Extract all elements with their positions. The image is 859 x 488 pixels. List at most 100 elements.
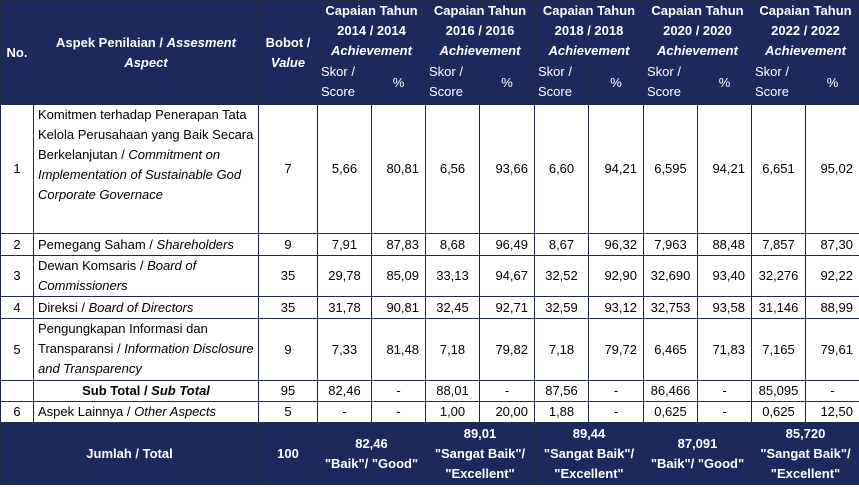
row-aspect: Dewan Komsaris / Board of Commissioners xyxy=(33,255,259,297)
pct-cell: 96,49 xyxy=(479,233,535,256)
row-aspect: Pengungkapan Informasi dan Transparansi … xyxy=(33,318,259,381)
aspect-id: Pemegang Saham / xyxy=(38,236,157,252)
row-aspect: Direksi / Board of Directors xyxy=(33,296,259,319)
subtotal-weight: 95 xyxy=(258,380,318,402)
pct-cell: - xyxy=(479,380,535,402)
table-row: 4 Direksi / Board of Directors 35 31,78 … xyxy=(0,296,859,319)
pct-cell: - xyxy=(805,380,859,402)
aspect-en: Information Disclosure and Transparency xyxy=(38,341,254,376)
score-cell: 32,45 xyxy=(425,296,480,319)
pct-cell: 79,72 xyxy=(588,318,644,381)
aspect-en: Other Aspects xyxy=(134,404,217,419)
pct-cell: 79,82 xyxy=(479,318,535,381)
header-weight: Bobot / Value xyxy=(258,0,318,105)
score-header: Skor / Score xyxy=(317,61,372,105)
header-year-2022: Capaian Tahun 2022 / 2022 Achievement xyxy=(751,0,859,62)
table-row: 6 Aspek Lainnya / Other Aspects 5 - - 1,… xyxy=(0,401,859,423)
pct-cell: 94,67 xyxy=(479,255,535,297)
score-cell: 88,01 xyxy=(425,380,480,402)
score-cell: 82,46 xyxy=(317,380,372,402)
header-aspect-id: Aspek Penilaian / xyxy=(56,34,167,50)
total-grade: "Sangat Baik"/ "Excellent" xyxy=(543,445,635,481)
row-no: 5 xyxy=(0,318,34,381)
score-cell: 86,466 xyxy=(643,380,698,402)
total-row: Jumlah / Total 100 82,46 "Baik"/ "Good" 8… xyxy=(0,422,859,485)
subtotal-row: Sub Total / Sub Total 95 82,46 - 88,01 -… xyxy=(0,380,859,402)
total-2016: 89,01 "Sangat Baik"/ "Excellent" xyxy=(425,422,535,485)
row-weight: 5 xyxy=(258,401,318,423)
score-cell: 29,78 xyxy=(317,255,372,297)
pct-cell: 71,83 xyxy=(697,318,752,381)
score-cell: - xyxy=(317,401,372,423)
pct-cell: - xyxy=(371,401,426,423)
total-value: 82,46 xyxy=(355,435,388,451)
pct-cell: 92,90 xyxy=(588,255,644,297)
score-cell: 6,60 xyxy=(534,104,589,234)
total-2020: 87,091 "Baik"/ "Good" xyxy=(643,422,752,485)
pct-cell: - xyxy=(588,401,644,423)
aspect-en: Shareholders xyxy=(156,236,234,252)
total-2022: 85,720 "Sangat Baik"/ "Excellent" xyxy=(751,422,859,485)
total-value: 87,091 xyxy=(677,435,718,451)
total-grade: "Baik"/ "Good" xyxy=(650,455,745,471)
pct-cell: 90,81 xyxy=(371,296,426,319)
score-cell: 7,33 xyxy=(317,318,372,381)
score-cell: 0,625 xyxy=(751,401,806,423)
pct-cell: - xyxy=(697,380,752,402)
pct-cell: - xyxy=(697,401,752,423)
aspect-id: Pengungkapan Informasi dan Transparansi … xyxy=(38,321,208,356)
header-year-2016: Capaian Tahun 2016 / 2016 Achievement xyxy=(425,0,535,62)
row-weight: 7 xyxy=(258,104,318,234)
score-cell: 32,690 xyxy=(643,255,698,297)
subtotal-label: Sub Total / Sub Total xyxy=(33,380,259,402)
pct-cell: 92,71 xyxy=(479,296,535,319)
pct-cell: 95,02 xyxy=(805,104,859,234)
aspect-id: Dewan Komsaris / xyxy=(38,258,148,273)
score-cell: 32,59 xyxy=(534,296,589,319)
row-aspect: Aspek Lainnya / Other Aspects xyxy=(33,401,259,423)
table-row: 1 Komitmen terhadap Penerapan Tata Kelol… xyxy=(0,104,859,234)
subtotal-label-en: Sub Total xyxy=(151,383,210,398)
pct-cell: 93,66 xyxy=(479,104,535,234)
pct-cell: 85,09 xyxy=(371,255,426,297)
aspect-en: Board of Commissioners xyxy=(38,258,197,293)
header-aspect-en: Assesment Aspect xyxy=(124,34,236,70)
score-cell: 32,52 xyxy=(534,255,589,297)
aspect-en: Board of Directors xyxy=(88,299,194,315)
score-cell: 1,88 xyxy=(534,401,589,423)
table-row: 3 Dewan Komsaris / Board of Commissioner… xyxy=(0,255,859,297)
row-weight: 35 xyxy=(258,296,318,319)
total-2018: 89,44 "Sangat Baik"/ "Excellent" xyxy=(534,422,644,485)
aspect-en: Commitment on Implementation of Sustaina… xyxy=(38,147,242,202)
score-cell: 33,13 xyxy=(425,255,480,297)
pct-cell: 92,22 xyxy=(805,255,859,297)
total-grade: "Baik"/ "Good" xyxy=(324,455,419,471)
score-cell: 7,18 xyxy=(425,318,480,381)
pct-cell: 20,00 xyxy=(479,401,535,423)
year-title: Capaian Tahun 2016 / 2016 xyxy=(433,3,527,38)
year-en: Achievement xyxy=(331,43,412,58)
pct-header: % xyxy=(588,61,644,105)
row-no: 3 xyxy=(0,255,34,297)
total-weight: 100 xyxy=(258,422,318,485)
row-no: 2 xyxy=(0,233,34,256)
pct-cell: - xyxy=(371,380,426,402)
row-no: 1 xyxy=(0,104,34,234)
year-title: Capaian Tahun 2014 / 2014 xyxy=(325,3,418,38)
header-weight-id: Bobot / xyxy=(265,34,311,50)
year-title: Capaian Tahun 2020 / 2020 xyxy=(651,3,744,38)
year-en: Achievement xyxy=(765,43,846,58)
score-cell: 6,56 xyxy=(425,104,480,234)
subtotal-no xyxy=(0,380,34,402)
pct-cell: 96,32 xyxy=(588,233,644,256)
total-2014: 82,46 "Baik"/ "Good" xyxy=(317,422,426,485)
score-cell: 87,56 xyxy=(534,380,589,402)
total-value: 85,720 xyxy=(785,425,826,441)
aspect-id: Direksi / xyxy=(38,299,89,315)
pct-cell: 87,30 xyxy=(805,233,859,256)
score-cell: 7,91 xyxy=(317,233,372,256)
pct-cell: 80,81 xyxy=(371,104,426,234)
score-cell: 32,753 xyxy=(643,296,698,319)
aspect-id: Komitmen terhadap Penerapan Tata Kelola … xyxy=(38,107,254,162)
